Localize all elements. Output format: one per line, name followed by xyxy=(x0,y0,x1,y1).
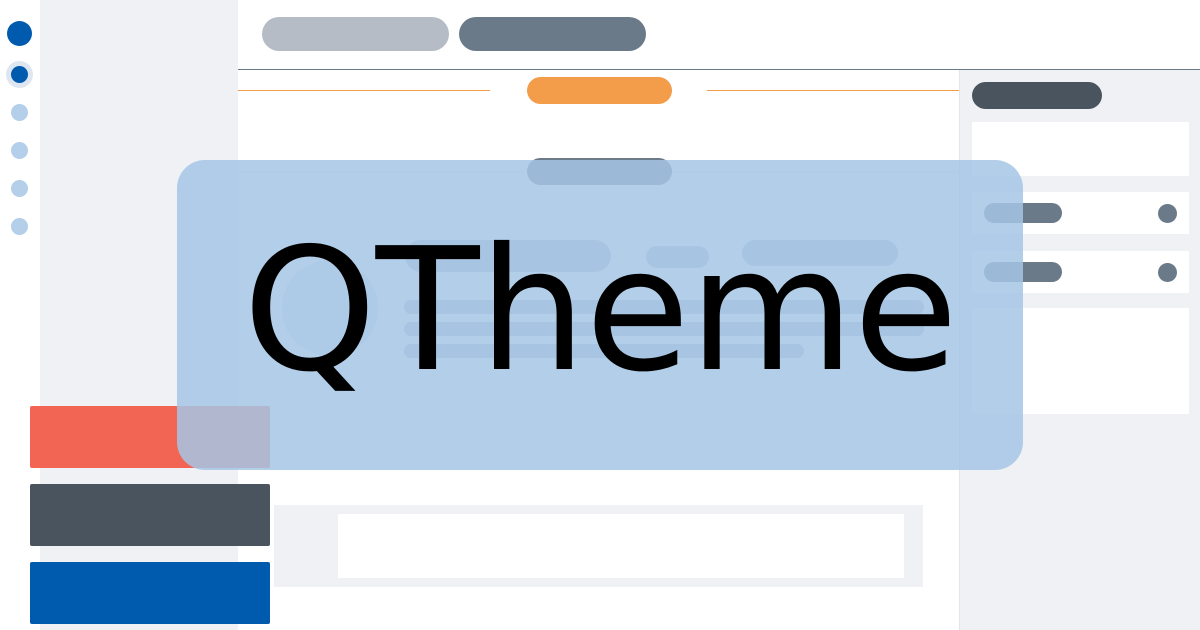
row-toggle-dot-icon[interactable] xyxy=(1158,204,1177,223)
primary-action-button[interactable] xyxy=(30,562,270,624)
nav-dot-icon[interactable] xyxy=(11,66,28,83)
brand-title: QTheme xyxy=(242,212,958,410)
section-divider xyxy=(707,90,959,91)
content-card xyxy=(274,505,923,587)
section-divider xyxy=(238,90,490,91)
nav-dot-icon[interactable] xyxy=(11,218,28,235)
section-badge[interactable] xyxy=(527,77,672,104)
nav-dot-icon[interactable] xyxy=(11,104,28,121)
logo-dot-icon[interactable] xyxy=(7,21,32,46)
icon-rail xyxy=(0,0,40,630)
row-toggle-dot-icon[interactable] xyxy=(1158,263,1177,282)
title-overlay: QTheme xyxy=(177,160,1023,470)
top-bar xyxy=(238,0,1200,70)
content-card-inner[interactable] xyxy=(338,514,904,578)
nav-dot-icon[interactable] xyxy=(11,142,28,159)
right-panel-header-pill xyxy=(972,82,1102,109)
dark-action-button[interactable] xyxy=(30,484,270,546)
top-tab-pill-active[interactable] xyxy=(459,17,646,51)
top-tab-pill[interactable] xyxy=(262,17,449,51)
nav-dot-icon[interactable] xyxy=(11,180,28,197)
